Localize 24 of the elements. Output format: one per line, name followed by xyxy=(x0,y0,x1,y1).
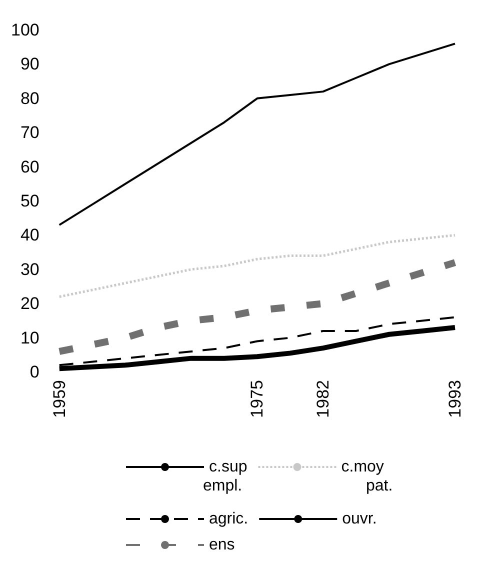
x-tick-label: 1982 xyxy=(314,380,333,418)
y-tick-label: 50 xyxy=(20,192,40,210)
y-tick-label: 100 xyxy=(10,20,40,40)
y-tick-label: 90 xyxy=(20,54,40,74)
legend-label: ens xyxy=(209,536,235,554)
text: pat. xyxy=(366,478,393,494)
y-tick-label: 20 xyxy=(20,294,40,314)
legend-label: c.sup xyxy=(209,458,248,476)
text: empl. xyxy=(203,478,242,494)
x-tick-label: 1959 xyxy=(50,380,69,418)
line-series xyxy=(58,42,456,226)
y-tick-label: 0 xyxy=(30,362,40,382)
legend-label: c.moy xyxy=(341,458,384,476)
x-tick-label: 1975 xyxy=(248,380,267,418)
legend-label: ouvr. xyxy=(342,510,377,528)
x-tick-label: 1993 xyxy=(446,380,464,418)
y-tick-label: 10 xyxy=(20,328,40,348)
y-tick-label: 70 xyxy=(20,123,40,142)
y-tick-label: 40 xyxy=(20,226,40,245)
line-series xyxy=(58,234,456,298)
y-tick-label: 60 xyxy=(20,157,40,176)
y-tick-label: 30 xyxy=(20,260,40,279)
legend-label: agric. xyxy=(209,510,248,528)
y-tick-label: 80 xyxy=(20,88,40,108)
